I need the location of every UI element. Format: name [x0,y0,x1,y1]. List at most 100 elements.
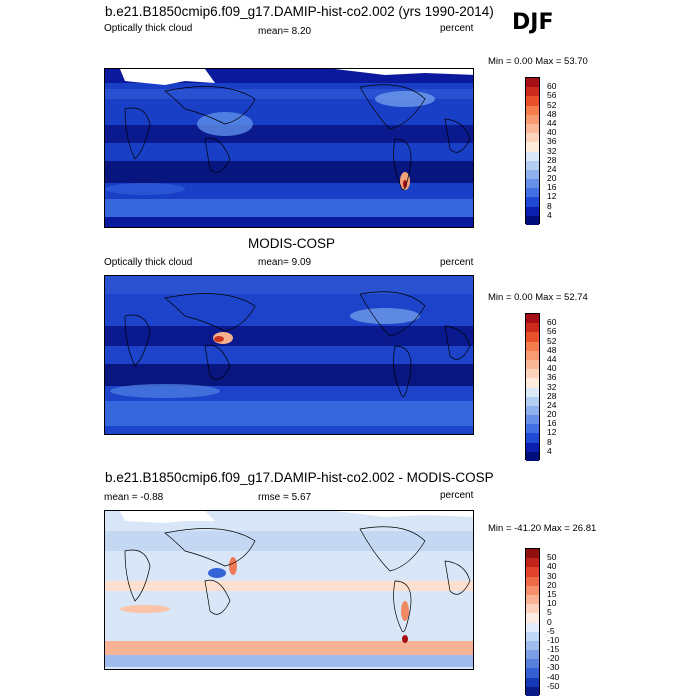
colorbar-tick-label: 12 [547,191,557,202]
colorbar-tick-label: -20 [547,653,560,664]
colorbar-tick-label: 40 [547,363,557,374]
panel-2-map [104,275,474,435]
colorbar-tick-label: 48 [547,344,557,355]
colorbar-tick-label: -50 [547,680,560,691]
colorbar-tick-label: -10 [547,634,560,645]
colorbar-swatch [526,378,539,388]
panel-3-mean-label: mean = -0.88 [104,492,164,503]
colorbar-tick-label: 60 [547,317,557,328]
colorbar-swatch [526,105,539,115]
colorbar-swatch [526,631,539,641]
colorbar-swatch [526,142,539,152]
colorbar-swatch [526,114,539,124]
colorbar-swatch [526,160,539,170]
panel-1-mean-label: mean= 8.20 [258,26,312,37]
colorbar-swatch [526,169,539,180]
colorbar-tick-label: 44 [547,353,557,364]
colorbar-swatch [526,350,539,360]
colorbar-tick-label: 24 [547,399,557,410]
colorbar-tick-label: 4 [547,445,552,456]
colorbar-tick-label: 8 [547,436,552,447]
colorbar-tick-label: 60 [547,81,557,92]
panel-2-map-svg [105,276,473,434]
colorbar-tick-label: 4 [547,209,552,220]
colorbar-swatch [526,369,539,379]
panel-2-minmax: Min = 0.00 Max = 52.74 [488,292,588,303]
colorbar-tick-label: 20 [547,409,557,420]
panel-3-unit-label: percent [440,490,474,501]
colorbar-swatch [526,650,539,660]
colorbar-swatch [526,622,539,632]
colorbar-tick-label: 15 [547,588,557,599]
colorbar-tick-label: -40 [547,671,560,682]
colorbar-swatch [526,96,539,106]
colorbar-tick-label: 32 [547,145,557,156]
colorbar-swatch [526,197,539,207]
colorbar-tick-label: 28 [547,390,557,401]
colorbar-swatch [526,133,539,143]
colorbar-swatch [526,668,539,678]
colorbar-swatch [526,78,539,88]
panel-2-unit-label: percent [440,257,474,268]
panel-1-map-svg [105,69,473,227]
colorbar-tick-label: 28 [547,154,557,165]
colorbar-swatch [526,549,539,559]
panel-2-variable-label: Optically thick cloud [104,257,193,268]
panel-1-minmax: Min = 0.00 Max = 53.70 [488,56,588,67]
panel-1-variable-label: Optically thick cloud [104,23,193,34]
panel-3-rmse-label: rmse = 5.67 [258,492,312,503]
colorbar-swatch [526,123,539,134]
colorbar-tick-label: 36 [547,372,557,383]
colorbar-tick-label: 56 [547,90,557,101]
colorbar-tick-label: 36 [547,136,557,147]
colorbar-swatch [526,359,539,370]
colorbar-tick-label: 44 [547,117,557,128]
colorbar-swatch [526,415,539,425]
colorbar-swatch [526,659,539,669]
colorbar-swatch [526,332,539,342]
panel-3-title: b.e21.B1850cmip6.f09_g17.DAMIP-hist-co2.… [105,470,494,485]
colorbar-tick-label: -15 [547,644,560,655]
colorbar-tick-label: 30 [547,570,557,581]
colorbar-tick-label: 16 [547,182,557,193]
colorbar-tick-label: -30 [547,662,560,673]
colorbar-swatch [526,442,539,452]
colorbar-tick-label: 56 [547,326,557,337]
colorbar-tick-label: -5 [547,625,555,636]
colorbar-swatch [526,604,539,614]
colorbar-swatch [526,433,539,443]
colorbar-tick-label: 8 [547,200,552,211]
colorbar-swatch [526,179,539,189]
colorbar-tick-label: 5 [547,607,552,618]
colorbar-tick-label: 52 [547,335,557,346]
panel-2-colorbar [525,313,540,461]
panel-1-unit-label: percent [440,23,474,34]
colorbar-tick-label: 40 [547,561,557,572]
colorbar-tick-label: 12 [547,427,557,438]
colorbar-tick-label: 50 [547,552,557,563]
panel-3-map [104,510,474,670]
colorbar-swatch [526,314,539,324]
colorbar-tick-label: 48 [547,108,557,119]
panel-1-map [104,68,474,228]
panel-3-colorbar [525,548,540,696]
colorbar-swatch [526,677,539,687]
colorbar-swatch [526,424,539,434]
colorbar-tick-label: 20 [547,173,557,184]
colorbar-swatch [526,215,539,225]
panel-1-colorbar [525,77,540,225]
colorbar-swatch [526,594,539,605]
colorbar-swatch [526,151,539,161]
colorbar-tick-label: 32 [547,381,557,392]
colorbar-swatch [526,405,539,416]
colorbar-swatch [526,396,539,406]
colorbar-swatch [526,576,539,586]
colorbar-tick-label: 24 [547,163,557,174]
colorbar-swatch [526,323,539,333]
colorbar-tick-label: 0 [547,616,552,627]
colorbar-swatch [526,451,539,461]
colorbar-swatch [526,613,539,623]
season-label: DJF [512,10,554,35]
colorbar-tick-label: 40 [547,127,557,138]
panel-3-minmax: Min = -41.20 Max = 26.81 [488,523,597,534]
